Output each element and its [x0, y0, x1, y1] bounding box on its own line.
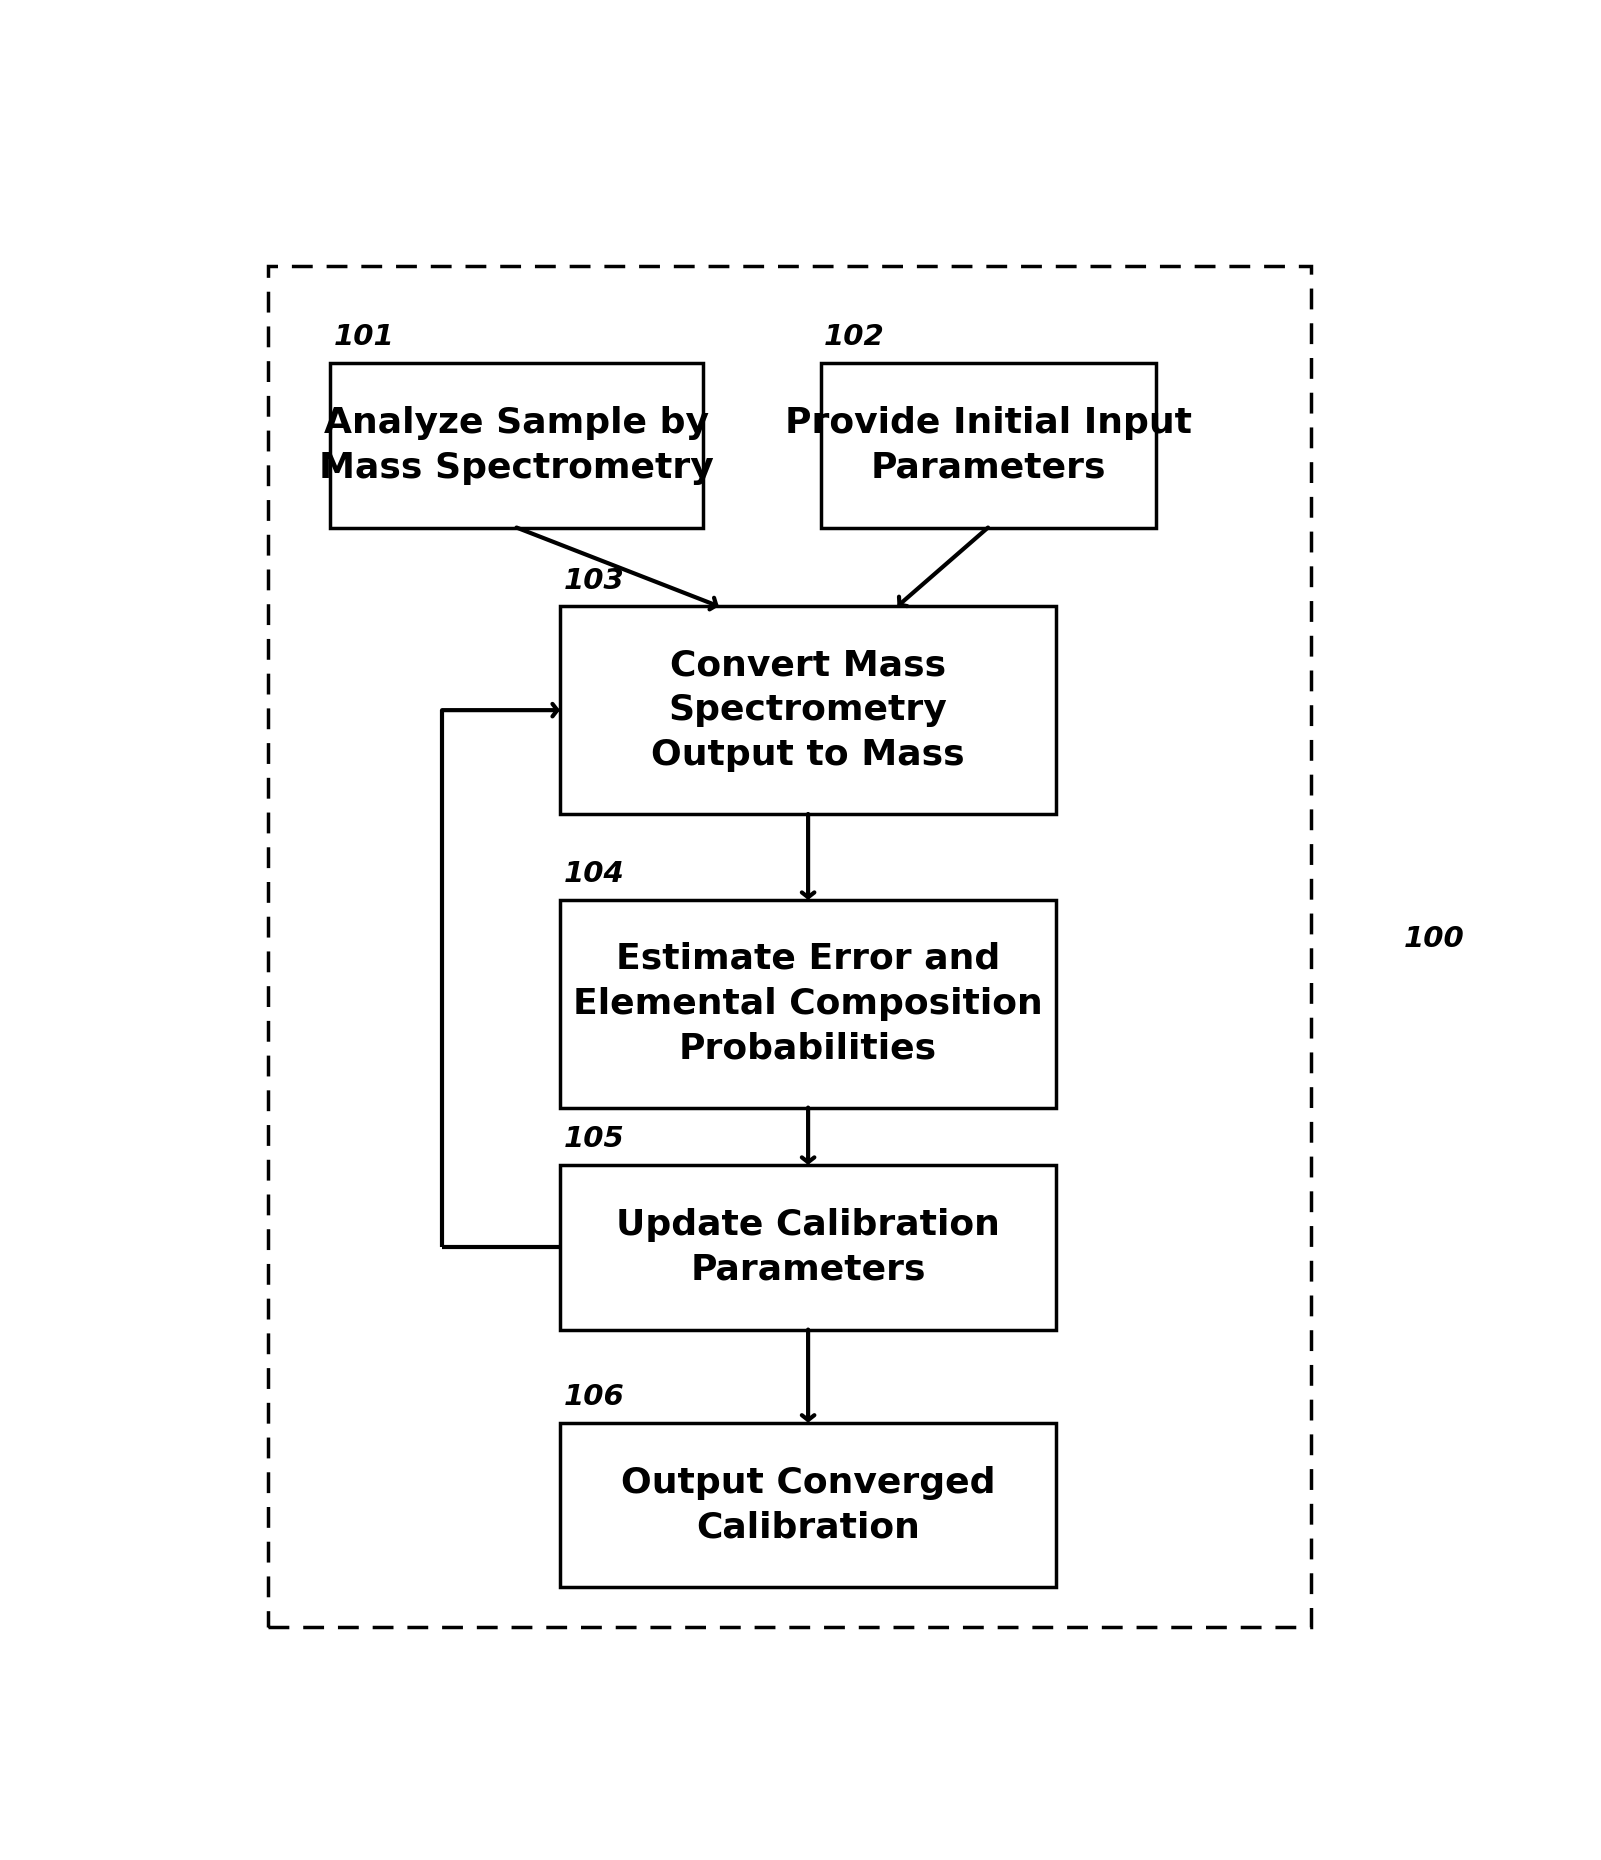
Text: 102: 102 — [825, 324, 885, 352]
Text: Output Converged
Calibration: Output Converged Calibration — [621, 1466, 996, 1544]
Text: 103: 103 — [564, 567, 624, 595]
Bar — [560, 1164, 1057, 1330]
Bar — [821, 363, 1156, 528]
Text: 101: 101 — [335, 324, 395, 352]
Bar — [269, 266, 1311, 1628]
Bar — [560, 1423, 1057, 1587]
Bar — [560, 606, 1057, 815]
Text: 100: 100 — [1404, 924, 1465, 954]
Text: Provide Initial Input
Parameters: Provide Initial Input Parameters — [784, 405, 1191, 485]
Bar — [330, 363, 703, 528]
Text: 104: 104 — [564, 861, 624, 889]
Text: Analyze Sample by
Mass Spectrometry: Analyze Sample by Mass Spectrometry — [319, 405, 714, 485]
Text: 106: 106 — [564, 1384, 624, 1412]
Text: Convert Mass
Spectrometry
Output to Mass: Convert Mass Spectrometry Output to Mass — [652, 649, 965, 772]
Text: Estimate Error and
Elemental Composition
Probabilities: Estimate Error and Elemental Composition… — [573, 941, 1042, 1066]
Text: Update Calibration
Parameters: Update Calibration Parameters — [616, 1207, 1001, 1287]
Text: 105: 105 — [564, 1125, 624, 1153]
Bar — [560, 900, 1057, 1107]
